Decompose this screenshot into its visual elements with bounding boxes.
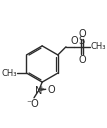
Text: S: S — [79, 36, 85, 46]
Text: O: O — [78, 55, 86, 65]
Text: +: + — [38, 86, 44, 92]
Text: O: O — [70, 36, 78, 46]
Text: ⁻O: ⁻O — [26, 99, 39, 109]
Text: N: N — [35, 86, 42, 96]
Text: O: O — [47, 85, 55, 95]
Text: CH₃: CH₃ — [90, 42, 106, 51]
Text: O: O — [78, 29, 86, 39]
Text: CH₃: CH₃ — [2, 69, 17, 78]
